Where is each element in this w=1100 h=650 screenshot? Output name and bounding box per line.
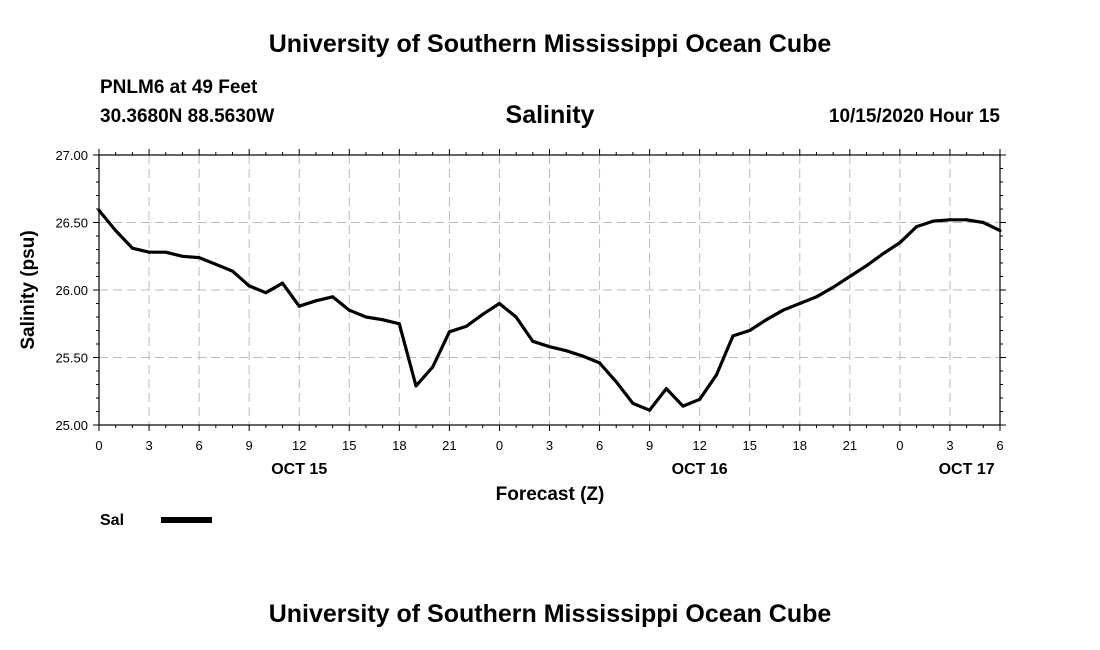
x-tick-label: 21 — [442, 438, 456, 453]
salinity-data-point — [748, 329, 752, 332]
x-tick-label: 0 — [896, 438, 903, 453]
salinity-data-point — [147, 250, 151, 254]
salinity-data-point — [965, 218, 969, 222]
x-tick-label: 6 — [996, 438, 1003, 453]
variable-title: Salinity — [505, 101, 595, 129]
x-tick-label: 0 — [496, 438, 503, 453]
salinity-data-point — [180, 254, 184, 258]
salinity-data-point — [564, 349, 568, 353]
y-tick-label: 26.00 — [55, 283, 88, 298]
x-tick-label: 9 — [646, 438, 653, 453]
salinity-data-point — [648, 408, 652, 412]
salinity-data-point — [97, 208, 101, 212]
x-tick-label: 12 — [292, 438, 306, 453]
salinity-data-point — [881, 252, 885, 256]
salinity-data-point — [915, 225, 919, 229]
station-coordinates: 30.3680N 88.5630W — [100, 106, 275, 127]
salinity-data-point — [481, 312, 485, 316]
salinity-data-point — [614, 380, 618, 384]
x-day-label: OCT 17 — [939, 461, 995, 478]
salinity-data-point — [681, 404, 685, 408]
salinity-data-point — [815, 295, 818, 299]
salinity-data-point — [781, 308, 785, 312]
salinity-data-point — [247, 284, 251, 288]
salinity-data-point — [664, 387, 668, 391]
salinity-data-point — [764, 318, 768, 322]
salinity-data-point — [197, 256, 201, 260]
forecast-datetime: 10/15/2020 Hour 15 — [828, 106, 1000, 127]
salinity-data-point — [314, 299, 318, 303]
chart-title-top: University of Southern Mississippi Ocean… — [268, 30, 832, 58]
salinity-data-point — [114, 229, 118, 233]
salinity-series-points — [97, 208, 1002, 412]
x-tick-label: 18 — [793, 438, 807, 453]
x-day-label: OCT 16 — [672, 461, 728, 478]
salinity-data-point — [898, 241, 902, 245]
legend-label: Sal — [100, 512, 124, 529]
x-tick-label: 6 — [596, 438, 603, 453]
salinity-data-point — [331, 295, 335, 299]
salinity-data-point — [631, 401, 635, 405]
y-tick-label: 26.50 — [55, 216, 88, 231]
salinity-data-point — [998, 229, 1002, 233]
salinity-data-point — [548, 345, 551, 349]
salinity-data-point — [981, 221, 985, 224]
x-tick-label: 0 — [95, 438, 102, 453]
x-tick-label: 21 — [843, 438, 857, 453]
salinity-data-point — [948, 218, 952, 222]
salinity-data-point — [497, 302, 501, 305]
station-name: PNLM6 at 49 Feet — [100, 77, 258, 98]
y-tick-label: 27.00 — [55, 148, 88, 163]
salinity-data-point — [931, 219, 935, 223]
salinity-data-point — [264, 291, 268, 295]
salinity-data-point — [164, 250, 168, 254]
salinity-data-point — [281, 281, 284, 285]
salinity-data-point — [130, 246, 134, 250]
salinity-data-point — [297, 304, 301, 308]
salinity-data-point — [865, 264, 868, 268]
chart-title-bottom: University of Southern Mississippi Ocean… — [268, 600, 832, 628]
x-axis-label: Forecast (Z) — [496, 484, 605, 505]
salinity-data-point — [581, 354, 585, 358]
y-axis-label: Salinity (psu) — [18, 230, 39, 349]
axis-ticks: 25.00 25.50 26.00 26.50 27.00 0 3 6 9 12 15 18 21 0 3 6… — [55, 148, 1006, 478]
x-tick-label: 3 — [145, 438, 152, 453]
salinity-data-point — [347, 308, 351, 312]
y-tick-label: 25.00 — [55, 418, 88, 433]
salinity-data-point — [231, 269, 234, 273]
salinity-data-point — [531, 339, 535, 343]
salinity-data-point — [464, 324, 468, 328]
y-tick-label: 25.50 — [55, 351, 88, 366]
salinity-data-point — [414, 384, 418, 388]
x-tick-label: 3 — [546, 438, 553, 453]
salinity-data-point — [598, 361, 602, 365]
salinity-data-point — [397, 322, 401, 326]
x-day-label: OCT 15 — [271, 461, 327, 478]
salinity-data-point — [831, 285, 835, 289]
salinity-data-point — [447, 330, 451, 334]
x-tick-label: 12 — [692, 438, 706, 453]
x-tick-label: 9 — [246, 438, 253, 453]
salinity-data-point — [431, 365, 435, 369]
salinity-data-point — [698, 397, 702, 401]
salinity-data-point — [381, 318, 385, 322]
salinity-data-point — [214, 262, 218, 266]
salinity-data-point — [798, 302, 802, 305]
x-tick-label: 18 — [392, 438, 406, 453]
grid-lines — [99, 155, 1000, 425]
salinity-data-point — [731, 334, 735, 338]
x-tick-label: 15 — [742, 438, 756, 453]
x-tick-label: 3 — [946, 438, 953, 453]
x-tick-label: 6 — [195, 438, 202, 453]
salinity-data-point — [364, 315, 368, 319]
x-tick-label: 15 — [342, 438, 356, 453]
salinity-data-point — [714, 373, 718, 377]
salinity-data-point — [848, 275, 852, 278]
salinity-data-point — [514, 315, 518, 319]
